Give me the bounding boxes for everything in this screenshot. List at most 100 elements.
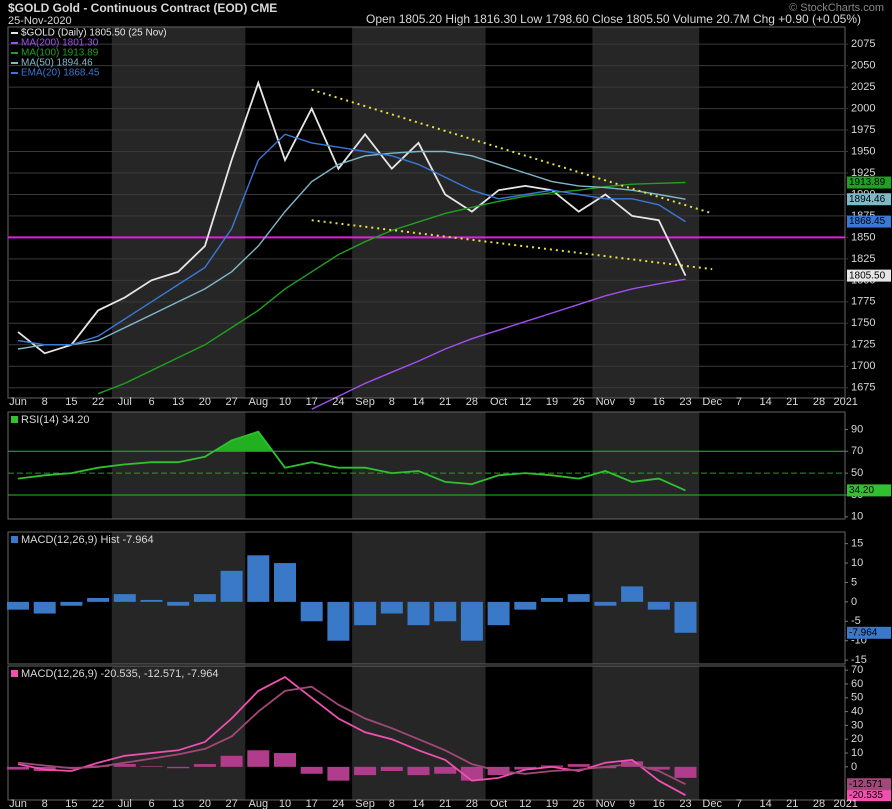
end-label: 1805.50 xyxy=(849,270,886,281)
histogram-bar xyxy=(514,601,537,610)
end-label-box xyxy=(847,193,891,206)
end-label-box xyxy=(847,176,891,189)
series-line xyxy=(17,430,686,492)
x-tick-label: 27 xyxy=(225,798,237,809)
panel-border xyxy=(7,411,846,520)
x-tick-label: 28 xyxy=(813,798,825,809)
y-tick-label: 40 xyxy=(851,705,863,717)
x-tick-label: 8 xyxy=(42,396,48,408)
histogram-bar xyxy=(514,766,537,770)
chart-title: $GOLD Gold - Continuous Contract (EOD) C… xyxy=(8,1,277,15)
y-tick-label: -15 xyxy=(851,654,867,666)
end-label-box xyxy=(847,789,891,802)
histogram-bar xyxy=(140,766,163,767)
x-tick-label: 28 xyxy=(813,396,825,408)
month-band xyxy=(111,666,246,800)
x-tick-label: 27 xyxy=(225,396,237,408)
y-tick-label: -5 xyxy=(851,615,861,627)
histogram-bar xyxy=(674,601,697,633)
y-tick-label: 1950 xyxy=(851,145,875,157)
legend-label: EMA(20) 1868.45 xyxy=(21,68,100,79)
x-tick-label: Nov xyxy=(596,396,616,408)
y-tick-label: 15 xyxy=(851,538,863,550)
histogram-bar xyxy=(647,766,670,770)
histogram-bar xyxy=(460,601,483,641)
histogram-bar xyxy=(274,563,296,602)
x-tick-label: Nov xyxy=(596,798,616,809)
x-tick-label: Sep xyxy=(355,396,375,408)
y-tick-label: 60 xyxy=(851,678,863,690)
y-tick-label: 1850 xyxy=(851,231,875,243)
y-tick-label: 10 xyxy=(851,511,863,523)
x-tick-label: Jun xyxy=(9,396,27,408)
x-tick-label: 8 xyxy=(389,798,395,809)
x-tick-label: 13 xyxy=(172,396,184,408)
histogram-bar xyxy=(434,766,457,774)
end-label: 34.20 xyxy=(849,485,874,496)
series-line xyxy=(17,685,686,786)
x-tick-label: 21 xyxy=(439,798,451,809)
histogram-bar xyxy=(407,766,430,776)
series-line xyxy=(17,133,686,346)
series-line xyxy=(311,278,686,410)
legend-key xyxy=(11,670,18,677)
x-tick-label: 14 xyxy=(759,798,771,809)
histogram-bar xyxy=(621,586,644,602)
x-tick-label: 28 xyxy=(466,396,478,408)
histogram-bar xyxy=(193,594,216,602)
month-band xyxy=(111,27,246,398)
histogram-bar xyxy=(113,764,136,767)
y-tick-label: 70 xyxy=(851,445,863,457)
y-tick-label: 2000 xyxy=(851,102,875,114)
x-tick-label: 10 xyxy=(279,798,291,809)
panel-border xyxy=(7,26,846,399)
month-band xyxy=(352,412,486,519)
x-tick-label: Dec xyxy=(702,798,722,809)
histogram-bar xyxy=(193,764,216,767)
x-tick-label: 20 xyxy=(199,396,211,408)
y-tick-label: 0 xyxy=(851,761,857,773)
panel-title: RSI(14) 34.20 xyxy=(21,414,89,426)
end-label: -20.535 xyxy=(849,790,883,801)
histogram-bar xyxy=(60,601,83,606)
y-tick-label: 1975 xyxy=(851,124,875,136)
month-band xyxy=(111,412,246,519)
x-tick-label: 15 xyxy=(65,798,77,809)
end-label: 1894.46 xyxy=(849,194,886,205)
x-tick-label: 16 xyxy=(653,396,665,408)
x-tick-label: 9 xyxy=(629,396,635,408)
end-label: -7.964 xyxy=(849,627,878,638)
y-tick-label: 1700 xyxy=(851,360,875,372)
x-tick-label: Dec xyxy=(702,396,722,408)
legend-label: MA(200) 1801.30 xyxy=(21,38,99,49)
x-tick-label: 12 xyxy=(519,396,531,408)
histogram-bar xyxy=(380,766,403,771)
y-tick-label: 20 xyxy=(851,733,863,745)
y-tick-label: 1675 xyxy=(851,382,875,394)
histogram-bar xyxy=(380,601,403,614)
end-label-box xyxy=(847,484,891,497)
x-tick-label: 28 xyxy=(466,798,478,809)
histogram-bar xyxy=(7,601,29,610)
x-tick-label: 24 xyxy=(332,396,344,408)
x-tick-label: 19 xyxy=(546,798,558,809)
y-tick-label: 10 xyxy=(851,747,863,759)
series-line xyxy=(17,150,686,350)
x-tick-label: Aug xyxy=(249,396,269,408)
y-tick-label: 2050 xyxy=(851,60,875,72)
panel-border xyxy=(7,665,846,801)
x-tick-label: Jul xyxy=(118,798,132,809)
x-tick-label: 23 xyxy=(679,396,691,408)
histogram-bar xyxy=(647,601,670,610)
legend-label: MA(50) 1894.46 xyxy=(21,58,93,69)
x-tick-label: 21 xyxy=(786,396,798,408)
y-tick-label: 2025 xyxy=(851,81,875,93)
end-label: 1913.89 xyxy=(849,177,886,188)
panel-title: MACD(12,26,9) Hist -7.964 xyxy=(21,534,154,546)
end-label-box xyxy=(847,778,891,791)
x-tick-label: 13 xyxy=(172,798,184,809)
histogram-bar xyxy=(327,601,350,641)
month-band xyxy=(592,532,700,664)
month-band xyxy=(592,412,700,519)
